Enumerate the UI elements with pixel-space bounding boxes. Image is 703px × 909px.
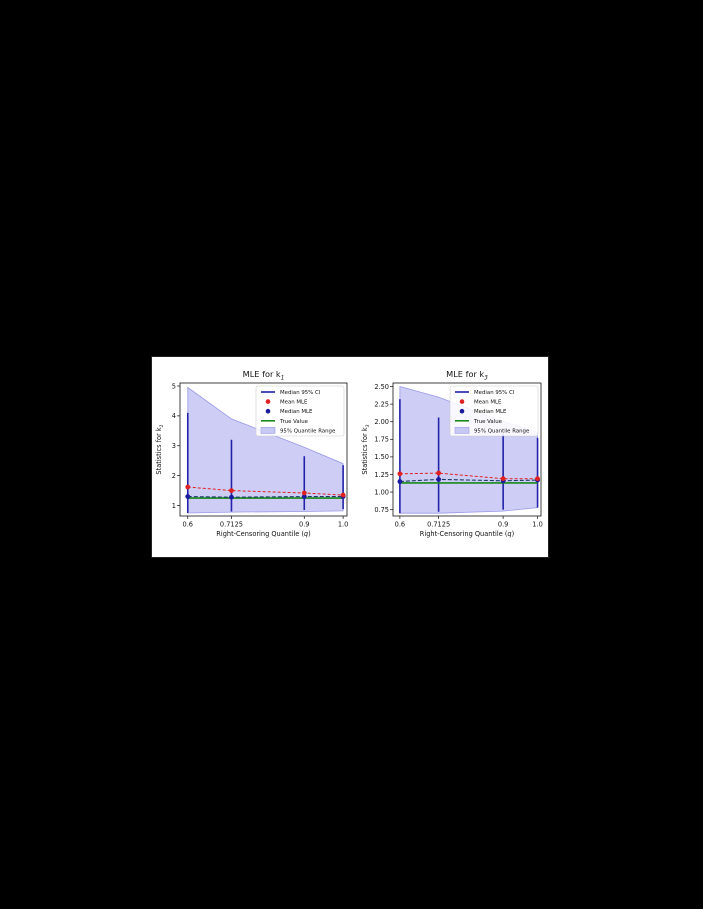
panel2-median-mle-line bbox=[399, 478, 538, 483]
panel1-legend-label-0: Median 95% CI bbox=[280, 390, 321, 396]
panel1-legend-box bbox=[255, 385, 345, 437]
panel1-y-tick-label-4: 5 bbox=[172, 382, 176, 390]
panel2-y-tick-label-3: 1.50 bbox=[374, 453, 389, 461]
panel2-median-mle-point-0 bbox=[397, 479, 403, 484]
panel2-y-tick-label-6: 2.25 bbox=[374, 400, 389, 408]
panel1-axes-frame bbox=[179, 382, 348, 517]
panel2-y-tick-label-0: 0.75 bbox=[374, 506, 389, 514]
panel1-median-mle-point-0 bbox=[185, 494, 191, 499]
panel1-y-tick-label-3: 4 bbox=[172, 412, 176, 420]
panel2-legend-label-2: Median MLE bbox=[474, 409, 507, 415]
panel2-mean-mle-line bbox=[399, 472, 538, 480]
panel2-x-tick-label-2: 0.9 bbox=[498, 521, 509, 529]
panel1-y-tick-label-1: 2 bbox=[172, 472, 176, 480]
panel1-y-tick-label-0: 1 bbox=[172, 502, 176, 510]
panel2-legend-box bbox=[449, 385, 539, 437]
panel2-legend-swatch-band bbox=[454, 427, 470, 434]
panel2-median-mle-point-1 bbox=[436, 477, 442, 482]
panel2-y-tick-label-7: 2.50 bbox=[374, 383, 389, 391]
panel1-legend-label-2: Median MLE bbox=[280, 409, 313, 415]
panel2-x-tick-label-0: 0.6 bbox=[395, 521, 406, 529]
panel1-x-tick-label-1: 0.7125 bbox=[220, 521, 243, 529]
panel2-axes-frame bbox=[392, 382, 542, 517]
panel1-legend-swatch-mean bbox=[265, 399, 271, 404]
panel2-y-tick-label-4: 1.75 bbox=[374, 436, 389, 444]
panel1-legend-swatch-median bbox=[265, 408, 271, 414]
panel1-y-axis-label: Statistics for k1 bbox=[155, 424, 165, 474]
figure: 1 2 3 4 5 0.6 0.7125 0.9 1.0 MLE for k1 Right-Cens… bbox=[151, 356, 549, 558]
panel2-mean-mle-point-2 bbox=[500, 476, 506, 482]
panel2-x-axis-label: Right-Censoring Quantile (q) bbox=[420, 530, 514, 538]
panel2-legend-swatch-mean bbox=[459, 399, 465, 404]
chart-canvas: 1 2 3 4 5 0.6 0.7125 0.9 1.0 MLE for k1 Right-Cens… bbox=[155, 369, 543, 538]
panel1-x-tick-label-2: 0.9 bbox=[299, 521, 310, 529]
panel2-legend-label-1: Mean MLE bbox=[474, 400, 502, 406]
panel1-legend-swatch-band bbox=[260, 427, 276, 434]
panel1-x-axis-label: Right-Censoring Quantile (q) bbox=[216, 530, 310, 538]
panel1-median-mle-point-1 bbox=[229, 494, 234, 500]
panel1-legend-label-4: 95% Quantile Range bbox=[280, 428, 336, 434]
panel2-mean-mle-point-1 bbox=[436, 470, 442, 476]
panel1-mean-mle-point-3 bbox=[340, 492, 346, 498]
panel1-mean-mle-point-0 bbox=[185, 484, 191, 490]
panel2-x-tick-label-3: 1.0 bbox=[532, 521, 543, 529]
panel2-legend-label-0: Median 95% CI bbox=[474, 390, 515, 396]
panel1-legend-label-3: True Value bbox=[279, 419, 309, 425]
panel2-legend-label-3: True Value bbox=[473, 419, 503, 425]
panel2-mean-mle-point-3 bbox=[535, 476, 540, 482]
panel2-title: MLE for k3 bbox=[446, 369, 488, 382]
panel2-y-tick-label-1: 1.00 bbox=[374, 488, 389, 496]
panel1-x-tick-label-3: 1.0 bbox=[338, 521, 349, 529]
panel2-y-axis-label: Statistics for k3 bbox=[361, 424, 371, 474]
panel1-median-mle-line bbox=[187, 496, 344, 498]
panel1-mean-mle-line bbox=[187, 486, 344, 496]
panel2-y-tick-label-2: 1.25 bbox=[374, 471, 389, 479]
panel2-legend-label-4: 95% Quantile Range bbox=[474, 428, 530, 434]
panel1-legend-label-1: Mean MLE bbox=[280, 400, 308, 406]
panel2-legend-swatch-median bbox=[459, 408, 465, 414]
panel2-x-tick-label-1: 0.7125 bbox=[427, 521, 450, 529]
panel1-x-tick-label-0: 0.6 bbox=[183, 521, 194, 529]
panel2-y-tick-label-5: 2.00 bbox=[374, 418, 389, 426]
panel1-y-tick-label-2: 3 bbox=[172, 442, 176, 450]
panel1-mean-mle-point-1 bbox=[229, 488, 234, 493]
panel1-title: MLE for k1 bbox=[243, 369, 285, 382]
panel2-mean-mle-point-0 bbox=[397, 471, 403, 477]
panel1-median-mle-point-2 bbox=[301, 494, 307, 499]
panel1-mean-mle-point-2 bbox=[301, 490, 307, 496]
